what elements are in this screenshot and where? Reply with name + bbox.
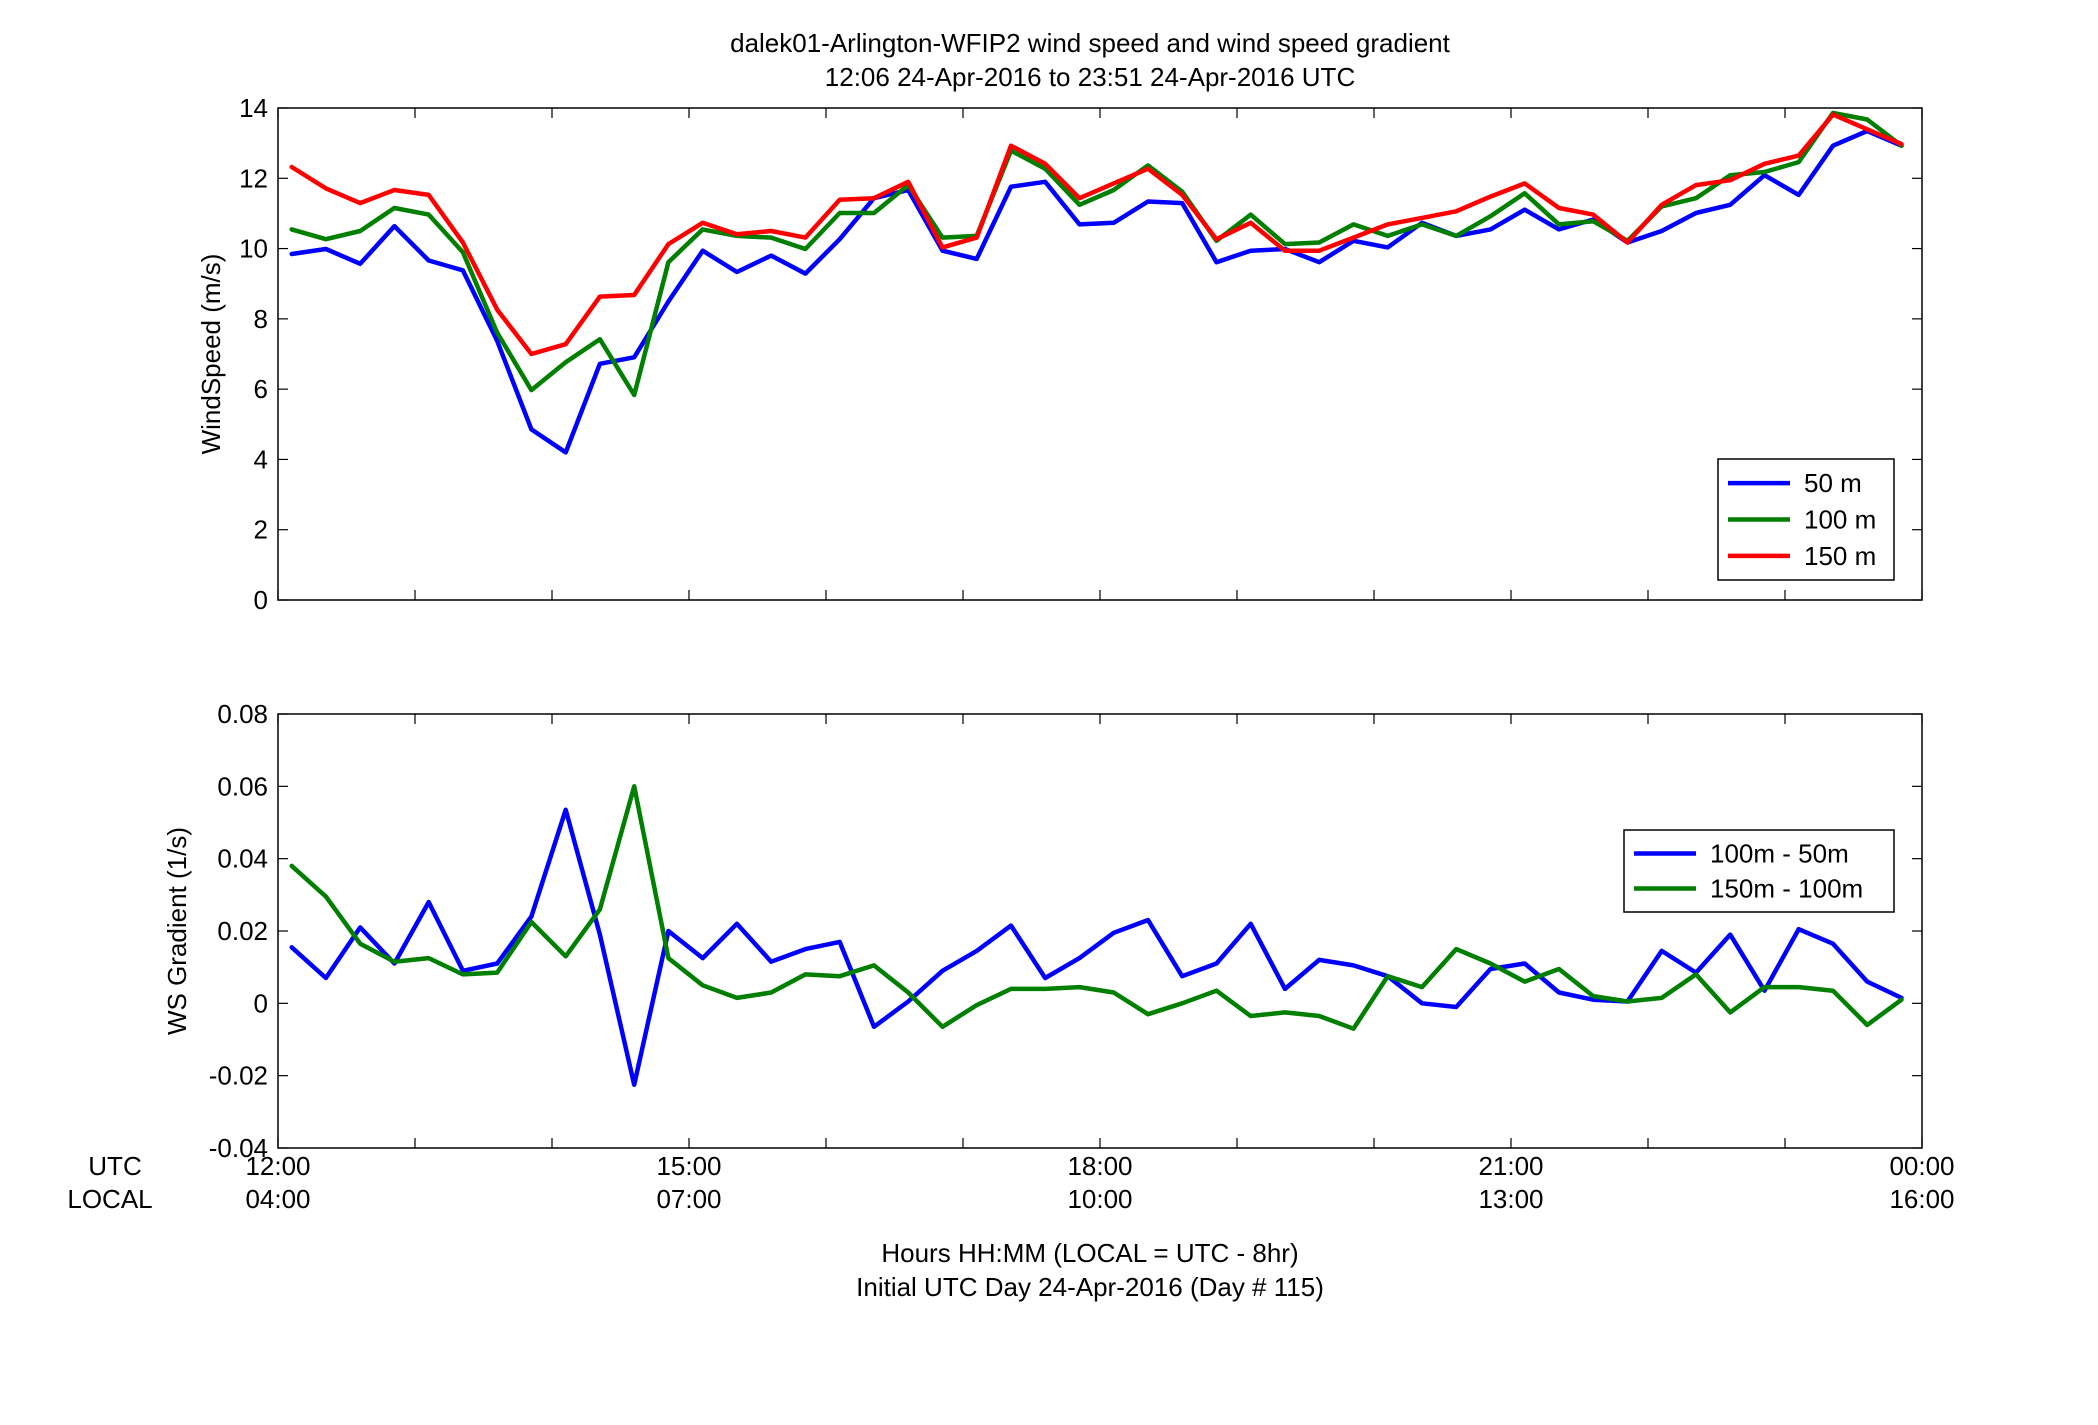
y-tick-label: 0 <box>254 988 268 1018</box>
y-tick-label: 4 <box>254 444 268 474</box>
series-line-100m-50m <box>289 807 1904 1087</box>
y-tick-label: -0.02 <box>209 1061 268 1091</box>
y-tick-label: 0.04 <box>217 844 268 874</box>
legend-label: 100m - 50m <box>1710 839 1849 869</box>
series-line-50-m <box>289 128 1904 455</box>
x-tick-label-local: 07:00 <box>656 1184 721 1214</box>
y-tick-label: 14 <box>239 93 268 123</box>
y-tick-label: -0.04 <box>209 1133 268 1163</box>
y-tick-label: 0.08 <box>217 699 268 729</box>
legend-label: 150m - 100m <box>1710 874 1863 904</box>
legend: 50 m 100 m 150 m <box>1717 458 1895 581</box>
x-tick-label-local: 13:00 <box>1478 1184 1543 1214</box>
x-axis-label: Hours HH:MM (LOCAL = UTC - 8hr) <box>881 1238 1298 1268</box>
chart-title: dalek01-Arlington-WFIP2 wind speed and w… <box>730 28 1451 58</box>
x-tick-label-utc: 18:00 <box>1067 1151 1132 1181</box>
utc-row-label: UTC <box>88 1151 141 1181</box>
x-tick-label-utc: 15:00 <box>656 1151 721 1181</box>
x-tick-label-local: 04:00 <box>245 1184 310 1214</box>
x-axis-sublabel: Initial UTC Day 24-Apr-2016 (Day # 115) <box>856 1272 1324 1302</box>
x-tick-label-utc: 00:00 <box>1889 1151 1954 1181</box>
y-axis-label: WindSpeed (m/s) <box>196 254 226 455</box>
x-tick-label-local: 10:00 <box>1067 1184 1132 1214</box>
series-line-150-m <box>289 112 1904 357</box>
y-tick-label: 0 <box>254 585 268 615</box>
y-tick-label: 8 <box>254 304 268 334</box>
windspeed-panel: 0 2 4 6 8 10 12 14 WindSpeed (m/s) 50 m 100 m 150 m <box>196 93 1923 615</box>
y-tick-label: 0.06 <box>217 771 268 801</box>
x-tick-label-utc: 21:00 <box>1478 1151 1543 1181</box>
y-axis-label: WS Gradient (1/s) <box>162 827 192 1035</box>
x-tick-label-local: 16:00 <box>1889 1184 1954 1214</box>
y-tick-label: 6 <box>254 374 268 404</box>
legend-label: 50 m <box>1804 468 1862 498</box>
legend-label: 100 m <box>1804 505 1876 535</box>
gradient-panel: -0.04 -0.02 0 0.02 0.04 0.06 0.08 WS Gradient (… <box>162 699 1923 1163</box>
y-tick-label: 2 <box>254 515 268 545</box>
legend-box <box>1623 829 1895 913</box>
chart-subtitle: 12:06 24-Apr-2016 to 23:51 24-Apr-2016 U… <box>825 62 1355 92</box>
legend: 100m - 50m 150m - 100m <box>1623 829 1895 913</box>
legend-label: 150 m <box>1804 541 1876 571</box>
x-tick-labels: UTC LOCAL 12:00 15:00 18:00 21:00 00:00 04:00… <box>67 1151 1954 1214</box>
y-tick-label: 12 <box>239 163 268 193</box>
local-row-label: LOCAL <box>67 1184 152 1214</box>
y-tick-label: 10 <box>239 234 268 264</box>
series-line-150m-100m <box>289 784 1904 1031</box>
x-tick-label-utc: 12:00 <box>245 1151 310 1181</box>
y-tick-label: 0.02 <box>217 916 268 946</box>
